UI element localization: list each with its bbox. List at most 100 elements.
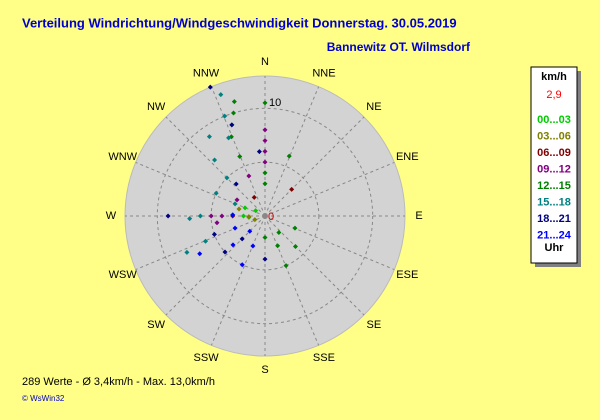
data-point — [211, 231, 217, 237]
data-point — [262, 256, 268, 262]
data-point — [262, 235, 268, 241]
data-point — [187, 216, 193, 222]
data-point — [262, 181, 268, 187]
direction-label: SW — [147, 319, 165, 331]
data-point — [232, 225, 238, 231]
data-point — [203, 238, 209, 244]
data-point — [222, 113, 228, 119]
legend-title: km/h — [541, 71, 567, 83]
data-point — [246, 214, 252, 220]
data-point — [230, 212, 236, 218]
direction-label: E — [415, 210, 422, 222]
data-point — [242, 205, 248, 211]
data-point — [226, 135, 232, 141]
center-label: 0 — [268, 211, 274, 223]
data-point — [250, 243, 256, 249]
data-point — [292, 225, 298, 231]
spoke — [165, 116, 266, 217]
data-point — [237, 154, 243, 160]
spoke — [165, 215, 266, 316]
data-point — [239, 236, 245, 242]
data-point — [236, 206, 242, 212]
data-point — [184, 249, 190, 255]
data-point — [231, 110, 237, 116]
data-point — [207, 84, 213, 90]
data-point — [224, 175, 230, 181]
spoke — [135, 161, 266, 217]
data-point — [262, 148, 268, 154]
data-point — [231, 99, 237, 105]
data-point — [246, 173, 252, 179]
direction-label: SSW — [194, 352, 220, 364]
data-point — [208, 213, 214, 219]
data-point — [206, 134, 212, 140]
direction-label: ENE — [396, 151, 419, 163]
legend-box — [530, 66, 578, 264]
direction-label: SE — [367, 319, 382, 331]
direction-label: WSW — [109, 269, 138, 281]
data-point — [256, 149, 262, 155]
spoke — [135, 215, 266, 271]
legend-entry: 15...18 — [537, 196, 571, 208]
data-point — [252, 217, 258, 223]
direction-label: NNE — [312, 68, 335, 80]
data-point — [165, 213, 171, 219]
grid-ring — [156, 107, 374, 325]
data-point — [232, 201, 238, 207]
copyright: © WsWin32 — [22, 394, 65, 403]
data-point — [247, 228, 253, 234]
data-point — [253, 208, 259, 214]
data-point — [275, 243, 281, 249]
spoke — [210, 86, 266, 217]
chart-subtitle: Bannewitz OT. Wilmsdorf — [327, 40, 471, 54]
spoke — [264, 215, 365, 316]
data-point — [229, 122, 235, 128]
spoke — [264, 215, 395, 271]
data-point — [219, 213, 225, 219]
spoke — [264, 215, 320, 346]
legend-current: 2,9 — [546, 89, 561, 101]
data-point — [197, 251, 203, 257]
legend-entry: 12...15 — [537, 180, 571, 192]
direction-label: NE — [366, 101, 381, 113]
footer: 289 Werte - Ø 3,4km/h - Max. 13,0km/h — [22, 376, 215, 388]
spoke — [264, 116, 365, 217]
direction-label: W — [106, 210, 117, 222]
data-point — [262, 159, 268, 165]
spoke — [210, 215, 266, 346]
data-point — [222, 249, 228, 255]
data-point — [262, 138, 268, 144]
direction-label: N — [261, 56, 269, 68]
data-point — [234, 197, 240, 203]
direction-label: NW — [147, 101, 166, 113]
data-point — [262, 170, 268, 176]
data-point — [286, 153, 292, 159]
direction-label: SSE — [313, 352, 335, 364]
legend-entry: 18...21 — [537, 213, 571, 225]
data-point — [230, 242, 236, 248]
data-point — [292, 243, 298, 249]
data-point — [214, 220, 220, 226]
legend-entry: 06...09 — [537, 147, 571, 159]
direction-label: NNW — [193, 68, 220, 80]
legend-entry: 03...06 — [537, 130, 571, 142]
data-point — [262, 127, 268, 133]
spoke — [264, 86, 320, 217]
chart-title: Verteilung Windrichtung/Windgeschwindigk… — [22, 15, 457, 30]
data-point — [239, 262, 245, 268]
legend-entry: 09...12 — [537, 163, 571, 175]
data-point — [213, 190, 219, 196]
data-point — [218, 92, 224, 98]
data-point — [212, 157, 218, 163]
data-point — [262, 100, 268, 106]
data-point — [233, 181, 239, 187]
direction-label: S — [261, 364, 268, 376]
data-point — [240, 213, 246, 219]
direction-label: WNW — [108, 151, 137, 163]
legend-unit: Uhr — [545, 242, 565, 254]
data-point — [289, 186, 295, 192]
legend-entry: 21...24 — [537, 229, 572, 241]
spoke — [264, 161, 395, 217]
legend-entry: 00...03 — [537, 114, 571, 126]
